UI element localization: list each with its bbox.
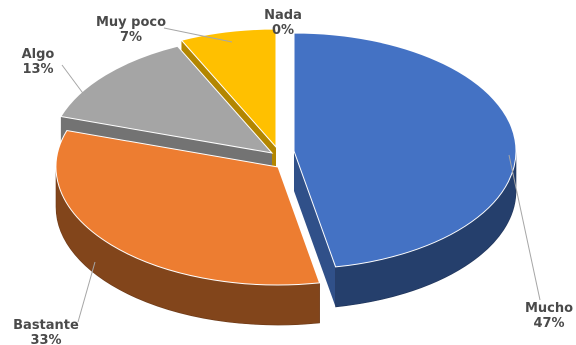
pie-slice-bastante [55,129,321,286]
data-label-percent-bastante: 33% [30,333,61,345]
leader-line-bastante [77,261,96,323]
data-label-percent-nada: 0% [272,23,294,38]
pie-slice-muy-poco [180,28,277,149]
data-label-percent-algo: 13% [22,62,53,77]
data-label-category-bastante: Bastante [13,318,79,333]
data-label-category-muy-poco: Muy poco [96,15,166,30]
leader-line-muy-poco [163,27,233,43]
leader-line-mucho [508,154,541,301]
data-label-category-algo: Algo [22,47,55,62]
data-label-percent-muy-poco: 7% [120,30,142,45]
leader-line-algo [61,64,86,97]
pie-edge-mucho [294,151,336,307]
pie-slice-tops [55,28,517,286]
data-label-percent-mucho: 47% [533,316,564,331]
data-label-category-mucho: Mucho [525,301,573,316]
pie-slice-mucho [293,32,517,268]
data-label-category-nada: Nada [264,8,302,23]
pie-slice-algo [60,45,274,154]
